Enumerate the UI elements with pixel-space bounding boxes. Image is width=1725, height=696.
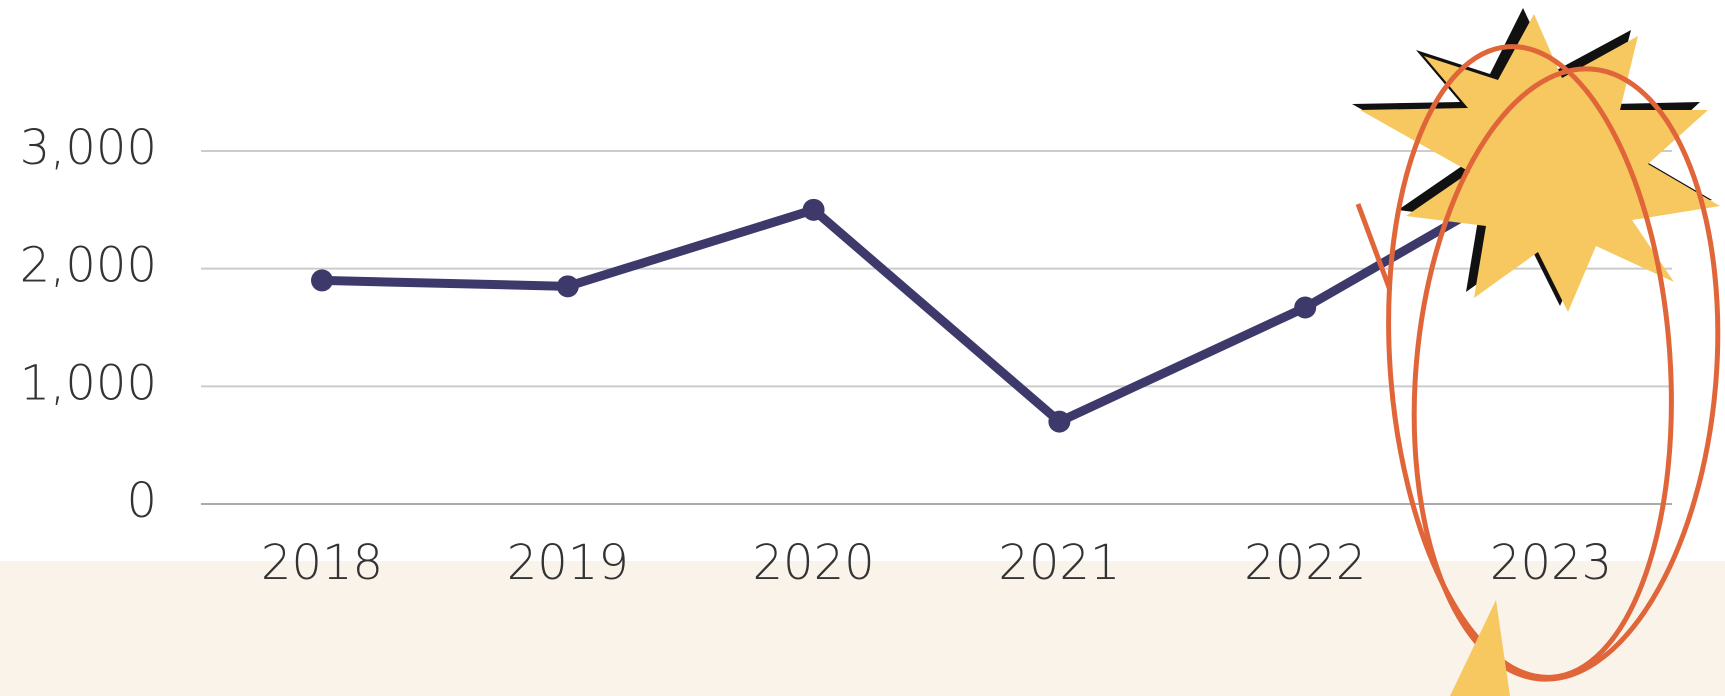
footer-band <box>0 561 1725 696</box>
x-tick-label: 2018 <box>261 535 383 591</box>
starburst <box>1360 14 1720 312</box>
data-point <box>1048 410 1071 433</box>
circle-mark <box>1411 66 1721 682</box>
x-tick-label: 2023 <box>1490 535 1612 591</box>
arrow-tip <box>1450 600 1510 696</box>
data-point <box>802 198 825 221</box>
x-tick-label: 2021 <box>998 535 1120 591</box>
y-tick-label: 2,000 <box>20 238 157 294</box>
data-line <box>321 162 1554 427</box>
y-tick-label: 3,000 <box>20 120 157 176</box>
plot-area: 0 1,000 2,000 3,000 2018 2019 2020 2021 2022 2023 <box>20 120 1672 591</box>
x-tick-label: 2020 <box>753 535 875 591</box>
x-tick-label: 2019 <box>507 535 629 591</box>
x-tick-label: 2022 <box>1244 535 1366 591</box>
highlight-decoration <box>1352 8 1721 696</box>
y-tick-label: 0 <box>126 473 157 529</box>
pen-stroke <box>1355 203 1393 291</box>
data-point <box>1294 296 1317 319</box>
data-point <box>556 275 579 298</box>
y-tick-label: 1,000 <box>20 355 157 411</box>
data-point <box>311 269 333 292</box>
